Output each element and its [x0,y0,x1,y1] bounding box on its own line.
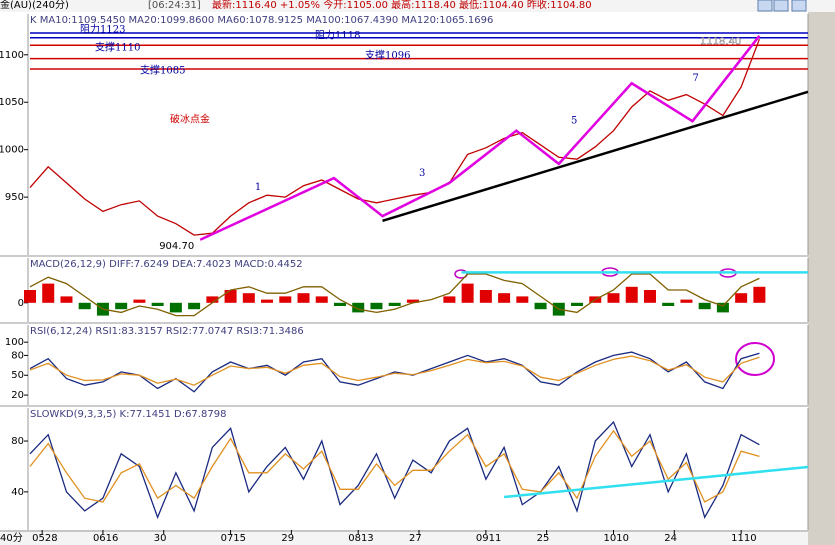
panel-title: K MA10:1109.5450 MA20:1099.8600 MA60:107… [30,15,493,26]
x-tick-label: 29 [281,533,294,544]
panel-title: RSI(6,12,24) RSI1:83.3157 RSI2:77.0747 R… [30,326,304,337]
histogram-bar [571,302,584,306]
y-tick-label: 20 [11,390,24,401]
extreme-label: 1118.40 [700,36,741,47]
histogram-bar [716,302,729,313]
wave-label: 7 [693,73,699,84]
level-label: 支撑1096 [365,49,410,62]
trend-line [382,90,809,222]
nav-button[interactable] [791,0,807,12]
y-tick-label: 80 [11,350,24,361]
highlight [735,342,775,376]
histogram-bar [516,296,529,303]
y-tick-label: 100 [5,337,24,348]
y-tick-label: 80 [11,436,24,447]
histogram-bar [406,299,419,303]
nav-button[interactable] [773,0,789,12]
symbol: 金(AU)(240分) [0,0,69,11]
histogram-bar [315,296,328,303]
histogram-bar [643,290,656,303]
histogram-bar [388,302,401,306]
wave-label: 5 [571,116,577,127]
time: [06:24:31] [148,0,201,11]
histogram-bar [42,283,55,303]
y-tick-label: 0 [18,298,24,309]
trend-line [503,465,809,499]
annotation: 破冰点金 [170,113,210,126]
histogram-bar [479,290,492,303]
histogram-bar [625,286,638,303]
histogram-bar [753,286,766,303]
histogram-bar [188,302,201,310]
series-line [29,273,760,317]
x-axis-strip [0,530,808,545]
histogram-bar [297,293,310,303]
level-label: 支撑1085 [140,64,185,77]
series-line [29,429,760,503]
x-tick-label: 1010 [604,533,629,544]
wave-label: 1 [255,182,261,193]
trend-line [199,35,761,241]
level-label: 阻力1118 [315,29,360,42]
histogram-bar [461,283,474,303]
scrollbar [808,12,835,545]
histogram-bar [370,302,383,310]
x-tick-label: 0715 [221,533,246,544]
histogram-bar [662,302,675,306]
y-tick-label: 50 [11,370,24,381]
histogram-bar [698,302,711,310]
series-line [29,420,760,520]
histogram-bar [279,296,292,303]
x-tick-label: 25 [537,533,550,544]
quote: 最新:1116.40 +1.05% 今开:1105.00 最高:1118.40 … [212,0,592,11]
x-tick-label: 0616 [93,533,118,544]
x-axis-label: 40分 [0,532,23,544]
histogram-bar [607,293,620,303]
extreme-label: 904.70 [159,241,194,252]
histogram-bar [24,290,36,303]
series-line [29,355,760,386]
level-label: 阻力1123 [80,23,125,36]
x-tick-label: 27 [409,533,422,544]
histogram-bar [443,296,456,303]
histogram-bar [224,290,237,303]
panel-title: MACD(26,12,9) DIFF:7.6249 DEA:7.4023 MAC… [30,259,303,270]
histogram-bar [242,293,255,303]
histogram-bar [133,299,146,303]
wave-label: 3 [419,168,425,179]
histogram-bar [78,302,91,310]
histogram-bar [151,302,164,306]
x-tick-label: 0528 [32,533,57,544]
y-tick-label: 950 [5,192,24,203]
y-tick-label: 1000 [0,145,24,156]
histogram-bar [60,296,73,303]
histogram-bar [498,293,511,303]
histogram-bar [115,302,128,310]
x-tick-label: 0911 [476,533,501,544]
level-label: 支撑1110 [95,41,140,54]
x-tick-label: 24 [664,533,677,544]
nav-button[interactable] [757,0,773,12]
histogram-bar [680,299,693,303]
histogram-bar [333,302,346,306]
panel-title: SLOWKD(9,3,3,5) K:77.1451 D:67.8798 [30,409,226,420]
x-tick-label: 1110 [731,533,756,544]
top-bar [0,0,835,12]
y-tick-label: 40 [11,487,24,498]
histogram-bar [735,293,748,303]
y-tick-label: 1050 [0,97,24,108]
series-line [29,38,761,236]
histogram-bar [206,296,219,303]
histogram-bar [534,302,547,310]
series-line [29,351,760,393]
histogram-bar [352,302,365,313]
x-tick-label: 30 [154,533,167,544]
histogram-bar [261,299,274,303]
histogram-bar [169,302,182,313]
x-tick-label: 0813 [348,533,373,544]
y-tick-label: 1100 [0,50,24,61]
